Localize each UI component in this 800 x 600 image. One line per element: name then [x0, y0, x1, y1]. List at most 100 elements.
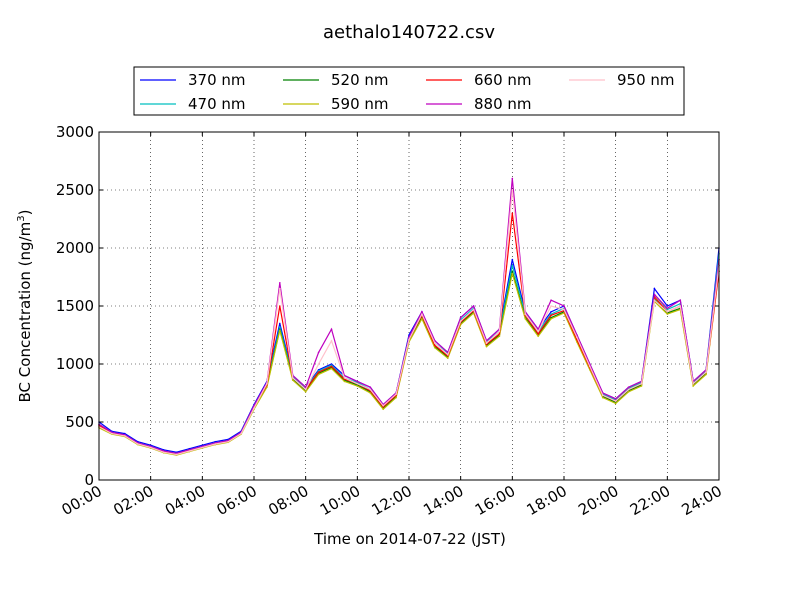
data-point — [511, 270, 514, 273]
data-point — [188, 450, 191, 452]
data-point — [408, 338, 410, 341]
data-point — [614, 398, 617, 400]
data-point — [162, 450, 165, 452]
data-point — [434, 344, 436, 347]
y-tick-label: 1500 — [56, 297, 94, 315]
data-point — [563, 305, 565, 307]
data-point — [149, 445, 152, 448]
data-point — [666, 313, 669, 315]
data-point — [124, 432, 126, 435]
data-point — [537, 333, 539, 335]
legend-item: 370 nm — [140, 71, 246, 89]
data-point — [201, 446, 204, 449]
data-point — [317, 351, 320, 354]
data-point — [279, 322, 281, 325]
data-point — [550, 311, 552, 313]
data-point — [421, 313, 423, 315]
data-point — [382, 406, 384, 408]
data-point — [446, 355, 449, 357]
y-tick-label: 0 — [84, 471, 94, 489]
data-point — [627, 391, 630, 393]
data-point — [330, 367, 333, 370]
y-axis-label: BC Concentration (ng/m3) — [16, 210, 34, 403]
data-point — [446, 357, 449, 360]
data-point — [214, 440, 217, 443]
data-point — [524, 313, 527, 315]
legend-item: 520 nm — [283, 71, 389, 89]
data-point — [279, 305, 281, 307]
data-point — [614, 400, 617, 402]
data-point — [124, 435, 126, 437]
data-point — [472, 308, 475, 311]
data-point — [175, 453, 178, 456]
data-point — [253, 407, 255, 409]
data-point — [175, 451, 178, 453]
legend-label: 950 nm — [617, 71, 675, 89]
data-point — [459, 316, 462, 319]
data-point — [550, 299, 552, 302]
legend-item: 880 nm — [426, 95, 532, 113]
data-point — [550, 314, 552, 317]
data-point — [227, 440, 229, 443]
data-point — [601, 394, 604, 397]
data-point — [614, 402, 617, 405]
legend-label: 470 nm — [188, 95, 246, 113]
data-point — [188, 449, 191, 451]
data-point — [356, 380, 359, 383]
data-point — [266, 386, 268, 389]
y-axis-label-sup: 3 — [16, 215, 27, 221]
data-point — [356, 382, 359, 385]
legend-label: 590 nm — [331, 95, 389, 113]
data-point — [666, 305, 669, 307]
data-point — [705, 371, 707, 373]
y-tick-label: 1000 — [56, 355, 94, 373]
data-point — [279, 326, 281, 328]
data-point — [498, 330, 501, 333]
data-point — [485, 343, 488, 346]
data-point — [550, 305, 552, 307]
data-point — [692, 382, 694, 385]
data-point — [666, 308, 669, 311]
data-point — [601, 396, 604, 399]
data-point — [679, 299, 682, 302]
data-point — [317, 371, 320, 373]
data-point — [511, 189, 514, 191]
data-point — [149, 446, 152, 449]
data-point — [653, 287, 656, 290]
data-point — [279, 282, 281, 284]
x-axis-label: Time on 2014-07-22 (JST) — [313, 530, 506, 548]
data-point — [653, 299, 656, 302]
data-point — [175, 452, 178, 455]
data-point — [395, 393, 397, 395]
y-tick-label: 500 — [65, 413, 94, 431]
data-point — [511, 264, 514, 267]
data-point — [627, 386, 630, 389]
y-tick-label: 2500 — [56, 181, 94, 199]
data-point — [111, 432, 113, 435]
data-point — [330, 328, 333, 331]
data-point — [291, 379, 294, 382]
data-point — [434, 342, 436, 344]
data-point — [524, 317, 527, 320]
data-point — [330, 364, 333, 366]
data-point — [666, 307, 669, 310]
data-point — [162, 451, 165, 453]
series-layer — [98, 177, 720, 456]
data-point — [304, 391, 307, 393]
legend-item: 590 nm — [283, 95, 389, 113]
data-point — [576, 336, 578, 339]
legend-item: 660 nm — [426, 71, 532, 89]
legend-label: 660 nm — [474, 71, 532, 89]
data-point — [498, 335, 501, 337]
data-point — [382, 408, 384, 411]
data-point — [201, 444, 204, 447]
data-point — [537, 330, 539, 333]
y-axis-label-close: ) — [16, 210, 34, 216]
data-point — [214, 443, 217, 445]
data-point — [343, 380, 346, 383]
legend-label: 520 nm — [331, 71, 389, 89]
data-point — [343, 377, 346, 379]
data-point — [369, 386, 372, 389]
data-point — [550, 317, 552, 320]
